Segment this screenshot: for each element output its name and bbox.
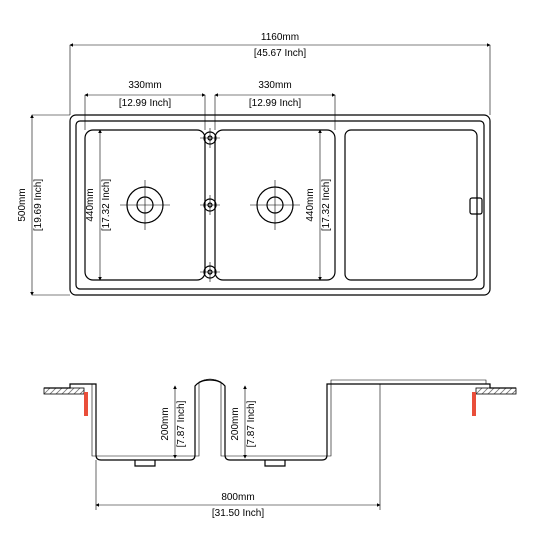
top-view: 1160mm [45.67 Inch] 330mm [12.99 Inch] 3… [17,32,490,295]
dim-depth1-mm: 200mm [160,407,171,440]
dim-depth1-in: [7.87 Inch] [176,400,187,447]
dim-basin1-w-in: [12.99 Inch] [119,98,171,109]
drainboard [345,130,477,280]
dim-basin2-h-mm: 440mm [305,188,316,221]
dim-base-in: [31.50 Inch] [212,508,264,519]
section-view: 200mm [7.87 Inch] 200mm [7.87 Inch] 800m… [44,379,516,519]
dim-base-mm: 800mm [221,492,254,503]
dim-basin1-h-in: [17.32 Inch] [101,179,112,231]
dim-depth2-mm: 200mm [230,407,241,440]
dim-height-mm: 500mm [17,188,28,221]
dim-basin2-w-mm: 330mm [258,80,291,91]
dim-basin1-w-mm: 330mm [128,80,161,91]
dim-overall-width-in: [45.67 Inch] [254,48,306,59]
dim-depth2-in: [7.87 Inch] [246,400,257,447]
clip-left [84,392,88,416]
dim-basin1-h-mm: 440mm [85,188,96,221]
clip-right [472,392,476,416]
dim-basin2-w-in: [12.99 Inch] [249,98,301,109]
dim-basin2-h-in: [17.32 Inch] [321,179,332,231]
dim-overall-width-mm: 1160mm [261,32,299,43]
dim-height-in: [19.69 Inch] [33,179,44,231]
